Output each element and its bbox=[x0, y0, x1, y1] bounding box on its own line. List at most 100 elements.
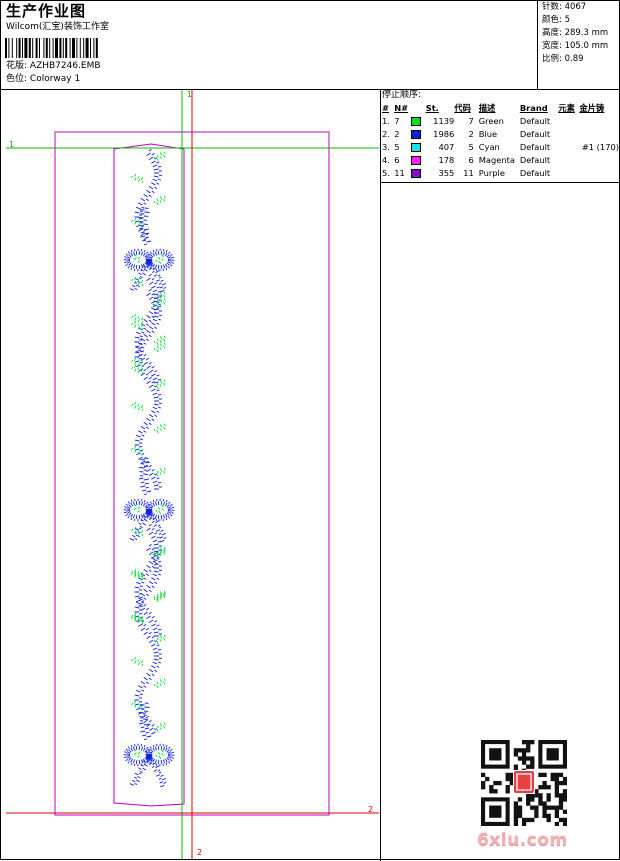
qr-module bbox=[517, 797, 523, 802]
row-description: Purple bbox=[478, 168, 505, 178]
qr-module bbox=[517, 813, 523, 819]
barcode-bar bbox=[83, 38, 85, 58]
qr-finder bbox=[489, 748, 502, 761]
bow-leaf-left bbox=[133, 503, 141, 513]
vine-leaf bbox=[153, 722, 166, 733]
bow-leaf-left bbox=[133, 253, 141, 263]
stop-sequence-title: 停止顺序: bbox=[382, 90, 422, 100]
row-stitches: 1139 bbox=[433, 116, 455, 126]
qr-module bbox=[562, 809, 567, 814]
barcode-bar bbox=[95, 38, 98, 58]
vine-leaf bbox=[153, 592, 166, 603]
vine-leaf bbox=[131, 656, 144, 667]
qr-module bbox=[530, 764, 535, 769]
qr-module bbox=[530, 817, 535, 823]
col-sequin: 金片铸 bbox=[579, 103, 605, 113]
table-row: 1. 7 1139 7 Green Default bbox=[380, 115, 619, 128]
qr-module bbox=[546, 785, 551, 790]
qr-module bbox=[526, 748, 531, 753]
vine-stem bbox=[134, 543, 162, 735]
design-outline bbox=[113, 143, 185, 807]
qr-module bbox=[542, 772, 547, 778]
stat-value: 4067 bbox=[564, 2, 587, 12]
qr-module bbox=[558, 801, 564, 806]
qr-module bbox=[542, 805, 547, 810]
qr-code-icon bbox=[481, 740, 567, 826]
qr-module bbox=[558, 797, 564, 802]
qr-module bbox=[481, 780, 486, 786]
qr-module bbox=[546, 793, 551, 798]
vine-leaf bbox=[153, 342, 166, 353]
qr-module bbox=[517, 805, 523, 810]
row-code: 7 bbox=[468, 116, 474, 126]
barcode bbox=[5, 38, 98, 58]
qr-module bbox=[513, 801, 519, 806]
color-swatch bbox=[410, 117, 421, 126]
barcode-bar bbox=[52, 38, 54, 58]
qr-module bbox=[550, 776, 555, 782]
bow-knot bbox=[146, 509, 152, 515]
qr-module bbox=[542, 813, 547, 819]
marker-2-bottom: 2 bbox=[197, 848, 203, 857]
qr-module bbox=[562, 817, 567, 823]
qr-module bbox=[534, 809, 539, 814]
stat-stitches: 针数: 4067 bbox=[538, 1, 620, 14]
qr-module bbox=[526, 801, 531, 806]
row-index: 4. bbox=[382, 155, 390, 165]
row-index: 2. bbox=[382, 129, 390, 139]
qr-module bbox=[562, 789, 567, 794]
qr-module bbox=[521, 748, 527, 753]
col-brand: Brand bbox=[519, 103, 548, 113]
barcode-bar bbox=[69, 38, 71, 58]
barcode-bar bbox=[62, 38, 64, 58]
qr-module bbox=[509, 772, 514, 778]
qr-module bbox=[546, 805, 551, 810]
col-index: # bbox=[382, 103, 389, 113]
stat-label: 比例: bbox=[542, 54, 565, 64]
row-description: Cyan bbox=[478, 142, 500, 152]
barcode-bar bbox=[85, 38, 89, 58]
qr-module bbox=[562, 821, 567, 826]
col-stitches: St. bbox=[425, 103, 439, 113]
qr-module bbox=[513, 748, 519, 753]
row-code: 6 bbox=[468, 155, 474, 165]
barcode-bar bbox=[49, 38, 51, 58]
qr-module bbox=[517, 748, 523, 753]
barcode-bar bbox=[22, 38, 23, 58]
qr-module bbox=[562, 793, 567, 798]
row-stitches: 407 bbox=[438, 142, 455, 152]
qr-module bbox=[493, 780, 498, 786]
barcode-bar bbox=[72, 38, 75, 58]
colorway-label: 色位: bbox=[6, 74, 30, 84]
qr-module bbox=[534, 805, 539, 810]
row-description: Magenta bbox=[478, 155, 515, 165]
col-needle: N# bbox=[394, 103, 409, 113]
barcode-bar bbox=[39, 38, 40, 58]
qr-module bbox=[558, 805, 564, 810]
stat-scale: 比例: 0.89 bbox=[538, 53, 620, 66]
row-stitches: 1986 bbox=[433, 129, 455, 139]
qr-module bbox=[521, 740, 527, 745]
barcode-bar bbox=[55, 38, 58, 58]
colorway-line: 色位: Colorway 1 bbox=[6, 74, 80, 85]
row-description: Blue bbox=[478, 129, 498, 139]
company-name: Wilcom(汇宝)装饰工作室 bbox=[6, 22, 109, 32]
qr-module bbox=[505, 785, 510, 790]
qr-module bbox=[509, 780, 514, 786]
qr-module bbox=[526, 764, 531, 769]
qr-module bbox=[554, 789, 560, 794]
vine-leaf bbox=[131, 614, 144, 625]
qr-module bbox=[538, 801, 543, 806]
qr-module bbox=[530, 740, 535, 745]
qr-module bbox=[526, 740, 531, 745]
qr-module bbox=[554, 776, 560, 782]
qr-module bbox=[505, 789, 510, 794]
bow-leaf-right bbox=[155, 253, 164, 265]
color-swatch bbox=[410, 156, 421, 165]
qr-module bbox=[546, 817, 551, 823]
bow-leaf-right bbox=[155, 503, 164, 515]
table-row: 5. 11 355 11 Purple Default bbox=[380, 167, 619, 180]
vine-leaf bbox=[131, 570, 144, 581]
vine-leaf bbox=[131, 364, 144, 375]
vine-leaf bbox=[131, 320, 144, 331]
